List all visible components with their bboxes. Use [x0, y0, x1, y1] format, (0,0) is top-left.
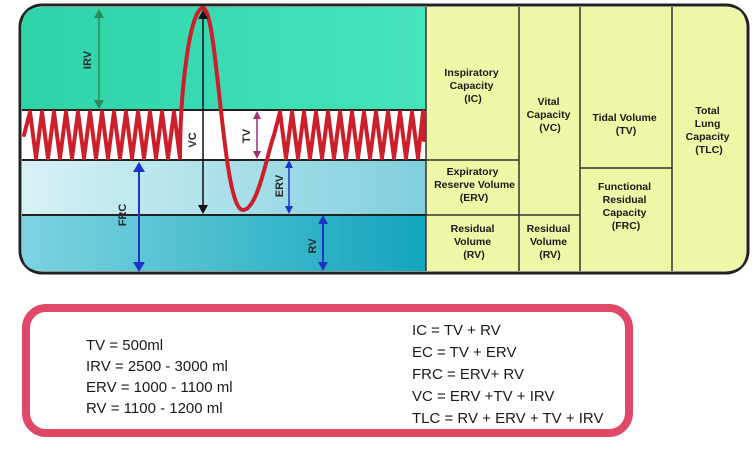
arrowhead-icon [253, 111, 261, 119]
frc-cell: Functional Residual Capacity (FRC) [598, 181, 654, 232]
equation-line: TLC = RV + ERV + TV + IRV [412, 410, 604, 427]
equation-line: FRC = ERV+ RV [412, 366, 524, 383]
erv-cell: Expiratory Reserve Volume (ERV) [434, 166, 518, 204]
rv-cell: Residual Volume (RV) [451, 223, 498, 261]
equation-line: EC = TV + ERV [412, 344, 517, 361]
arrowhead-icon [285, 160, 293, 168]
lung-volumes-diagram: Inspiratory Capacity (IC) Expiratory Res… [18, 3, 750, 275]
arrowhead-icon [94, 9, 104, 18]
capacity-table: Inspiratory Capacity (IC) Expiratory Res… [425, 7, 746, 271]
arrowhead-icon [198, 10, 208, 19]
ic-cell: Inspiratory Capacity (IC) [444, 67, 501, 105]
tv-cell: Tidal Volume (TV) [592, 112, 659, 137]
volume-zones [22, 7, 426, 271]
arrowhead-icon [318, 215, 328, 224]
arrowhead-icon [318, 262, 328, 271]
volume-labels: IRV VC TV ERV FRC RV [82, 50, 319, 253]
volume-values: TV = 500ml IRV = 2500 - 3000 ml ERV = 10… [86, 335, 233, 419]
info-box: TV = 500ml IRV = 2500 - 3000 ml ERV = 10… [22, 304, 633, 437]
volume-arrows [94, 9, 328, 272]
erv-zone [22, 160, 426, 215]
arrowhead-icon [253, 151, 261, 159]
value-line: RV = 1100 - 1200 ml [86, 400, 223, 417]
tlc-cell: Total Lung Capacity (TLC) [686, 105, 733, 156]
capacity-equations: IC = TV + RV EC = TV + ERV FRC = ERV+ RV… [412, 320, 603, 430]
value-line: IRV = 2500 - 3000 ml [86, 358, 228, 375]
arrowhead-icon [133, 162, 145, 172]
arrowhead-icon [94, 100, 104, 109]
arrowhead-icon [285, 206, 293, 214]
arrowhead-icon [133, 262, 145, 272]
equation-line: IC = TV + RV [412, 322, 501, 339]
irv-label: IRV [82, 50, 94, 69]
rv-label: RV [307, 238, 319, 254]
breathing-waveform [22, 6, 426, 212]
rv-cell-2: Residual Volume (RV) [527, 223, 574, 261]
irv-zone [22, 7, 426, 110]
equation-line: VC = ERV +TV + IRV [412, 388, 555, 405]
frc-label: FRC [117, 204, 129, 227]
vc-cell: Vital Capacity (VC) [527, 96, 574, 134]
value-line: TV = 500ml [86, 337, 164, 354]
vc-label: VC [187, 132, 199, 147]
value-line: ERV = 1000 - 1100 ml [86, 379, 233, 396]
erv-label: ERV [274, 174, 286, 197]
arrowhead-icon [198, 205, 208, 214]
tv-label: TV [241, 128, 253, 143]
rv-zone [22, 215, 426, 271]
table-background [426, 7, 746, 271]
